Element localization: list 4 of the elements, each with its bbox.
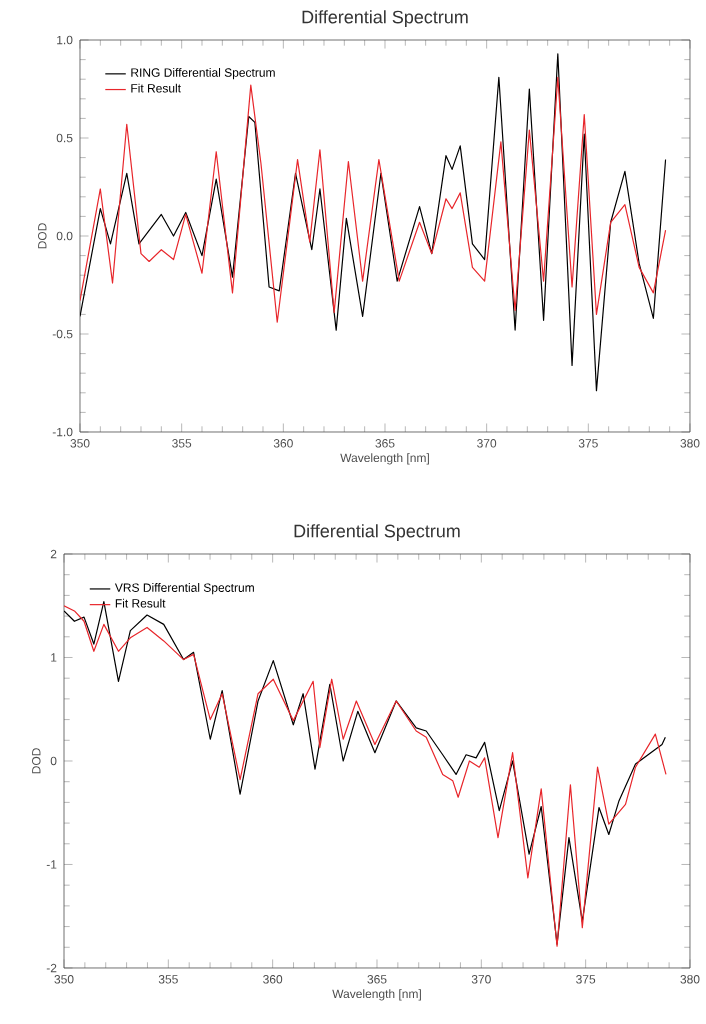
- chart-title: Differential Spectrum: [294, 524, 460, 541]
- line-series: [80, 76, 667, 323]
- line-series: [80, 53, 667, 392]
- chart-title: Differential Spectrum: [302, 10, 468, 27]
